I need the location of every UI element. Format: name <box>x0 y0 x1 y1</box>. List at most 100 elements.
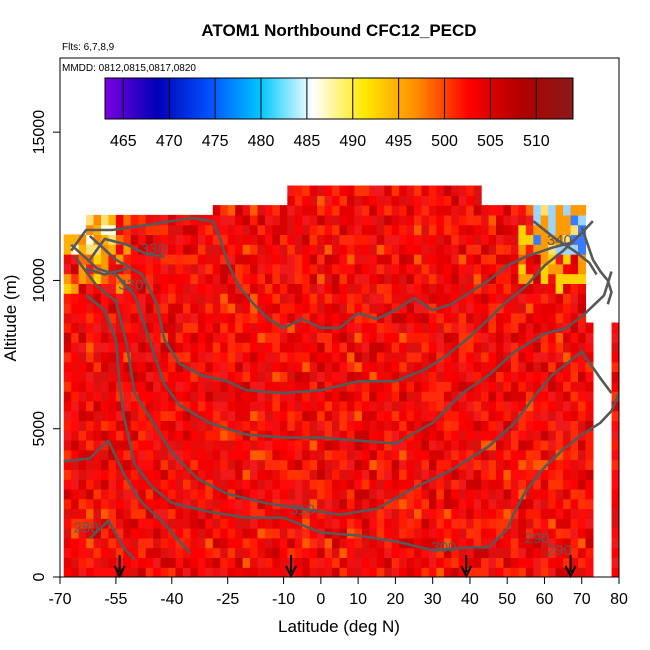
profile-arrow-head <box>285 565 297 579</box>
heatmap-cell <box>503 293 512 304</box>
heatmap-cell <box>361 430 370 441</box>
heatmap-cell <box>451 205 460 216</box>
heatmap-cell <box>555 420 564 431</box>
heatmap-cell <box>406 528 415 539</box>
heatmap-cell <box>212 214 221 226</box>
heatmap-cell <box>414 205 423 216</box>
heatmap-cell <box>488 351 497 363</box>
heatmap-cell <box>235 508 244 519</box>
heatmap-cell <box>481 361 490 373</box>
heatmap-cell <box>354 273 363 284</box>
heatmap-cell <box>376 185 385 196</box>
heatmap-cell <box>153 273 162 284</box>
heatmap-cell <box>399 244 408 255</box>
heatmap-cell <box>376 293 385 304</box>
heatmap-cell <box>324 342 333 353</box>
heatmap-cell <box>339 342 348 353</box>
heatmap-cell <box>533 263 542 275</box>
heatmap-cell <box>384 518 393 529</box>
heatmap-cell <box>235 312 244 324</box>
heatmap-cell <box>145 469 154 480</box>
heatmap-cell <box>220 488 229 500</box>
heatmap-cell <box>220 547 229 559</box>
heatmap-cell <box>354 371 363 382</box>
heatmap-cell <box>100 263 110 275</box>
heatmap-cell <box>123 381 132 392</box>
heatmap-cell <box>272 449 281 461</box>
heatmap-cell <box>391 528 400 539</box>
heatmap-cell <box>578 283 587 294</box>
heatmap-cell <box>190 273 199 284</box>
colorbar-tick-label: 510 <box>523 133 550 150</box>
heatmap-cell <box>428 518 437 529</box>
heatmap-cell <box>466 420 475 431</box>
heatmap-cell <box>421 528 430 539</box>
heatmap-cell <box>302 557 311 568</box>
heatmap-cell <box>197 234 206 245</box>
heatmap-cell <box>175 420 184 431</box>
heatmap-cell <box>518 351 527 363</box>
heatmap-cell <box>399 205 408 216</box>
heatmap-cell <box>458 528 467 539</box>
heatmap-cell <box>533 518 542 529</box>
heatmap-cell <box>488 449 497 461</box>
heatmap-cell <box>272 400 281 412</box>
heatmap-cell <box>317 537 326 549</box>
heatmap-cell <box>287 283 296 294</box>
heatmap-cell <box>533 234 542 245</box>
heatmap-cell <box>324 273 333 284</box>
heatmap-cell <box>458 420 467 431</box>
heatmap-cell <box>145 224 154 236</box>
heatmap-cell <box>272 302 281 314</box>
heatmap-cell <box>115 342 124 353</box>
heatmap-cell <box>458 234 467 245</box>
heatmap-cell <box>287 263 296 275</box>
heatmap-cell <box>414 342 423 353</box>
heatmap-cell <box>496 567 505 577</box>
heatmap-cell <box>361 508 370 519</box>
heatmap-cell <box>115 518 124 529</box>
heatmap-cell <box>309 488 318 500</box>
heatmap-cell <box>86 488 95 500</box>
heatmap-cell <box>391 439 400 451</box>
heatmap-cell <box>451 224 460 236</box>
heatmap-cell <box>130 508 139 519</box>
heatmap-cell <box>78 567 87 577</box>
heatmap-cell <box>242 214 251 226</box>
heatmap-cell <box>190 332 199 343</box>
heatmap-cell <box>93 332 102 343</box>
heatmap-cell <box>302 567 311 577</box>
heatmap-cell <box>257 381 266 392</box>
heatmap-cell <box>294 244 303 255</box>
heatmap-cell <box>555 302 564 314</box>
heatmap-cell <box>123 420 132 431</box>
heatmap-cell <box>361 410 370 422</box>
heatmap-cell <box>369 263 378 275</box>
heatmap-cell <box>611 322 619 333</box>
heatmap-cell <box>309 528 318 539</box>
heatmap-cell <box>525 244 534 255</box>
heatmap-cell <box>264 302 274 314</box>
heatmap-cell <box>510 332 519 343</box>
heatmap-cell <box>533 430 542 441</box>
heatmap-cell <box>279 439 288 451</box>
heatmap-cell <box>309 185 318 196</box>
heatmap-cell <box>339 302 348 314</box>
heatmap-cell <box>533 361 542 373</box>
heatmap-cell <box>421 195 430 206</box>
heatmap-cell <box>496 420 505 431</box>
heatmap-cell <box>518 479 527 490</box>
heatmap-cell <box>354 254 363 265</box>
heatmap-cell <box>302 312 311 324</box>
heatmap-cell <box>63 391 72 402</box>
heatmap-cell <box>242 273 251 284</box>
heatmap-cell <box>481 205 490 216</box>
heatmap-cell <box>496 469 505 480</box>
heatmap-cell <box>130 479 139 490</box>
heatmap-cell <box>227 469 236 480</box>
heatmap-cell <box>93 351 102 363</box>
heatmap-cell <box>540 273 549 284</box>
heatmap-cell <box>421 567 430 577</box>
heatmap-cell <box>473 537 482 549</box>
heatmap-cell <box>525 518 534 529</box>
